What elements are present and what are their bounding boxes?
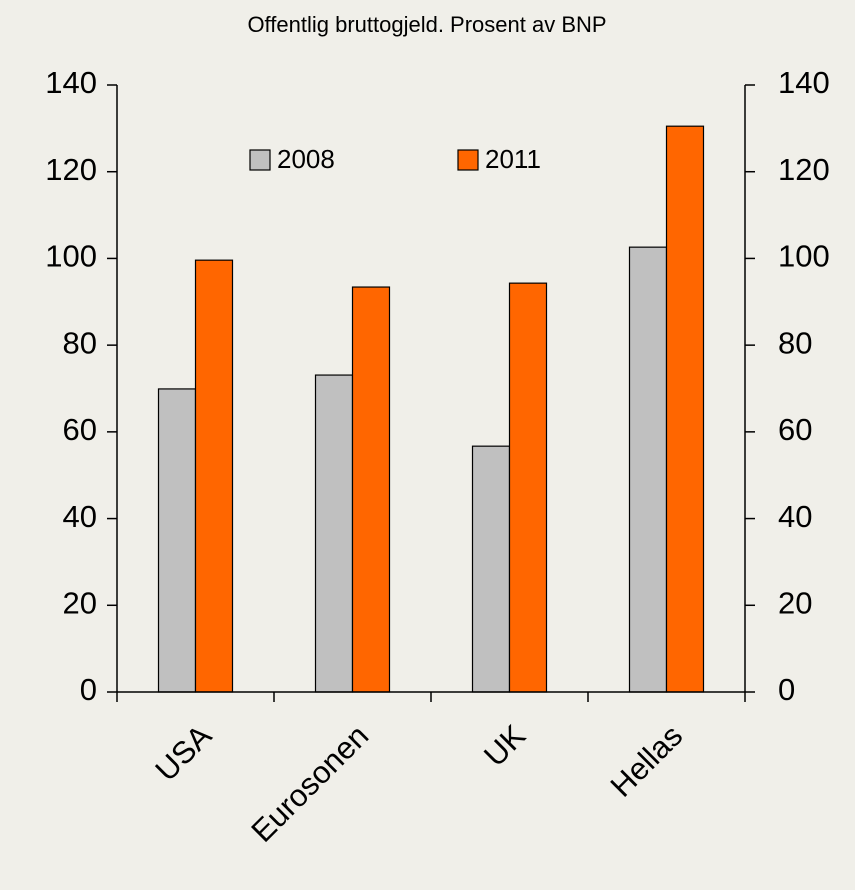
bar [314, 374, 354, 693]
legend-label: 2011 [485, 144, 541, 174]
y-tick-label: 100 [45, 239, 97, 274]
x-tick-label: USA [148, 718, 218, 788]
bar [194, 259, 234, 693]
y2-tick-label: 140 [778, 65, 830, 100]
bar [351, 286, 391, 693]
y2-tick-label: 100 [778, 239, 830, 274]
x-tick-label: Eurosonen [244, 718, 375, 849]
y-tick-label: 40 [63, 499, 97, 534]
x-tick-label: Hellas [604, 718, 690, 804]
bar [665, 125, 705, 693]
y2-tick-label: 60 [778, 412, 812, 447]
y2-tick-label: 0 [778, 672, 795, 707]
y2-tick-label: 40 [778, 499, 812, 534]
y-tick-label: 80 [63, 325, 97, 360]
y-tick-label: 140 [45, 65, 97, 100]
x-tick-label: UK [477, 718, 532, 773]
bar [157, 388, 197, 693]
y-tick-label: 0 [80, 672, 97, 707]
y2-tick-label: 120 [778, 152, 830, 187]
y-tick-label: 120 [45, 152, 97, 187]
y-tick-label: 20 [63, 585, 97, 620]
chart-title: Offentlig bruttogjeld. Prosent av BNP [247, 12, 606, 37]
bar [471, 445, 511, 693]
bar [508, 282, 548, 693]
legend-label: 2008 [277, 144, 335, 174]
legend-swatch [457, 149, 479, 171]
y-tick-label: 60 [63, 412, 97, 447]
y2-tick-label: 20 [778, 585, 812, 620]
y2-tick-label: 80 [778, 325, 812, 360]
bar [628, 246, 668, 693]
legend-swatch [249, 149, 271, 171]
